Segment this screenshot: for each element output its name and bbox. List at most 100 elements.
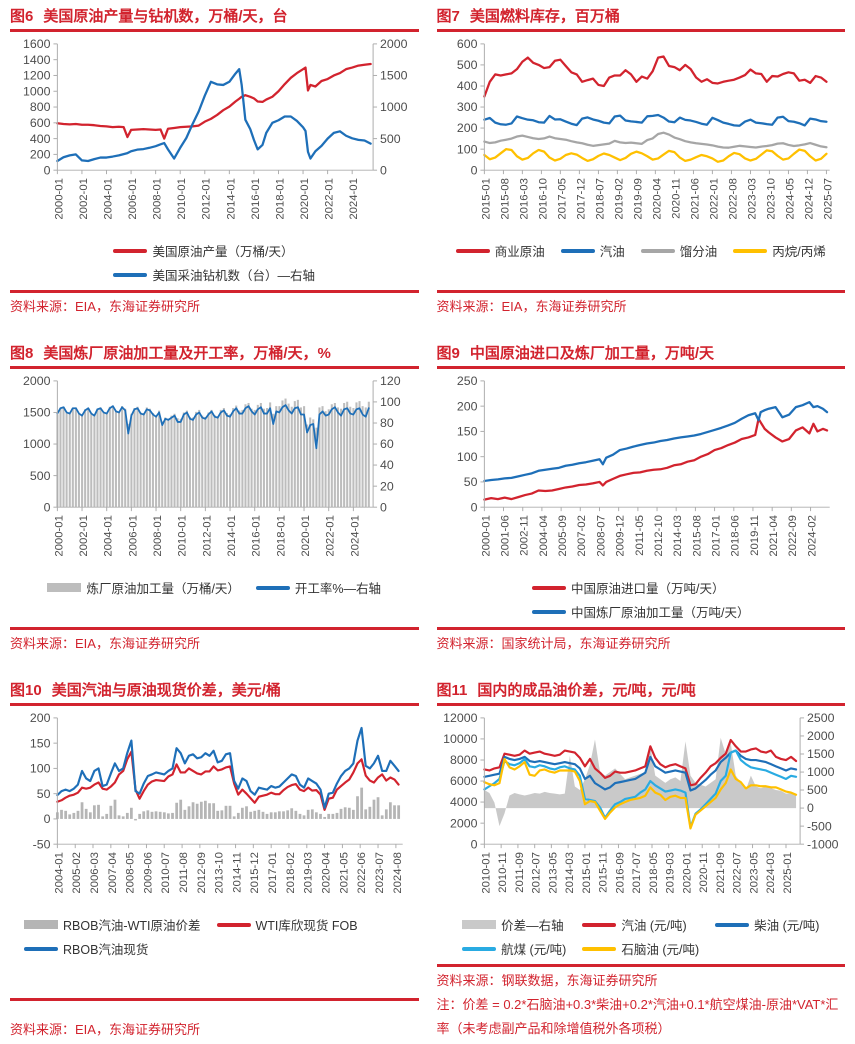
svg-text:2006-01: 2006-01: [127, 178, 139, 220]
svg-text:2017-05: 2017-05: [556, 178, 568, 220]
svg-text:2002-01: 2002-01: [78, 178, 90, 220]
chart-area: 0 50 100 150 200 250 2000-01 2001-06 2002-11 2004…: [437, 373, 846, 576]
svg-text:2006-03: 2006-03: [89, 852, 101, 894]
svg-text:2015-08: 2015-08: [499, 178, 511, 220]
svg-text:2008-05: 2008-05: [125, 852, 137, 894]
svg-text:1000: 1000: [807, 765, 835, 779]
figure-title: 图8 美国炼厂原油加工量及开工率，万桶/天，%: [10, 343, 419, 366]
svg-text:2022-08: 2022-08: [727, 178, 739, 220]
legend-line-swatch-icon: [532, 585, 566, 590]
svg-text:2024-03: 2024-03: [765, 852, 777, 894]
source-rule: [10, 627, 419, 631]
legend-line-swatch-icon: [113, 248, 148, 253]
legend: 炼厂原油加工量（万桶/天） 开工率%—右轴: [10, 576, 419, 603]
svg-text:2001-06: 2001-06: [499, 515, 511, 557]
svg-text:2022-01: 2022-01: [708, 178, 720, 220]
svg-text:150: 150: [456, 425, 477, 439]
figure-title-text: 美国燃料库存，百万桶: [469, 8, 620, 25]
legend-line-swatch-icon: [113, 272, 148, 277]
svg-text:0: 0: [470, 500, 477, 514]
source-rule: [10, 998, 419, 1002]
title-rule: [10, 703, 419, 707]
svg-text:2015-12: 2015-12: [249, 852, 261, 894]
legend-line-swatch-icon: [24, 946, 58, 951]
svg-text:2018-07: 2018-07: [594, 178, 606, 220]
svg-text:2019-03: 2019-03: [664, 852, 676, 894]
source-text: 资料来源：EIA，东海证券研究所: [10, 299, 200, 315]
svg-text:2007-04: 2007-04: [107, 852, 119, 894]
svg-text:1000: 1000: [23, 84, 51, 98]
figure-fig6: 图6 美国原油产量与钻机数，万桶/天，台 0 200 400 600 800 1000 12…: [10, 6, 419, 317]
svg-text:0: 0: [380, 500, 387, 514]
legend: 美国原油产量（万桶/天） 美国采油钻机数（台）—右轴: [10, 239, 419, 290]
svg-text:2010-11: 2010-11: [497, 852, 509, 893]
svg-text:400: 400: [456, 79, 477, 93]
svg-text:2000: 2000: [23, 374, 51, 388]
svg-text:2014-03: 2014-03: [672, 515, 684, 557]
svg-text:2005-09: 2005-09: [557, 515, 569, 557]
svg-text:0: 0: [470, 163, 477, 177]
legend-label: 石脑油 (元/吨): [621, 943, 700, 958]
svg-text:2010-07: 2010-07: [160, 852, 172, 894]
svg-text:8000: 8000: [450, 753, 478, 767]
svg-text:2023-05: 2023-05: [748, 852, 760, 894]
figure-tag: 图7: [436, 8, 460, 25]
legend-line-swatch-icon: [455, 248, 490, 253]
svg-text:0: 0: [44, 500, 51, 514]
svg-text:20: 20: [380, 479, 394, 493]
svg-text:200: 200: [30, 711, 51, 725]
legend-label: 中国原油进口量（万吨/天）: [571, 582, 725, 597]
legend-label: 价差—右轴: [501, 919, 564, 934]
svg-text:2016-10: 2016-10: [537, 178, 549, 220]
figure-tag: 图6: [10, 8, 34, 25]
svg-text:150: 150: [30, 736, 51, 750]
legend: 商业原油 汽油 馏分油 丙烷/丙烯: [437, 239, 846, 266]
svg-text:500: 500: [380, 132, 401, 146]
legend-item: WTI库欣现货 FOB: [216, 915, 358, 934]
svg-text:2018-02: 2018-02: [285, 852, 297, 894]
svg-text:2000-01: 2000-01: [53, 515, 65, 557]
svg-text:2019-02: 2019-02: [613, 178, 625, 220]
legend-line-swatch-icon: [216, 922, 251, 927]
legend-line-swatch-icon: [462, 946, 497, 951]
svg-text:1500: 1500: [380, 69, 408, 83]
svg-text:2013-10: 2013-10: [214, 852, 226, 894]
svg-text:2500: 2500: [807, 711, 835, 725]
svg-text:100: 100: [456, 450, 477, 464]
legend-item: 航煤 (元/吨): [462, 939, 566, 958]
svg-text:2008-01: 2008-01: [152, 515, 164, 557]
svg-text:2022-06: 2022-06: [356, 852, 368, 894]
legend: RBOB汽油-WTI原油价差 WTI库欣现货 FOB RBOB汽油现货: [10, 913, 419, 964]
figure-title: 图6 美国原油产量与钻机数，万桶/天，台: [10, 6, 419, 29]
svg-text:50: 50: [37, 787, 51, 801]
svg-text:2024-12: 2024-12: [803, 178, 815, 220]
svg-text:2024-02: 2024-02: [806, 515, 818, 557]
svg-text:2012-01: 2012-01: [201, 515, 213, 557]
svg-text:2021-06: 2021-06: [689, 178, 701, 220]
source-text: 资料来源：钢联数据，东海证券研究所: [436, 973, 658, 989]
svg-text:1000: 1000: [23, 437, 51, 451]
source-text: 资料来源：EIA，东海证券研究所: [10, 1022, 200, 1038]
svg-text:-50: -50: [33, 838, 51, 852]
svg-text:200: 200: [456, 399, 477, 413]
title-rule: [436, 703, 845, 707]
svg-text:2000-01: 2000-01: [53, 178, 65, 220]
svg-text:2015-01: 2015-01: [580, 852, 592, 894]
svg-text:2018-05: 2018-05: [647, 852, 659, 894]
svg-text:0: 0: [44, 163, 51, 177]
svg-text:2024-08: 2024-08: [392, 852, 404, 894]
source-rule: [10, 290, 419, 294]
source-rule: [436, 627, 845, 631]
legend-label: 丙烷/丙烯: [772, 245, 826, 260]
chart-area: -50 0 50 100 150 200 2004-01 2005-02 2006-03 2007…: [10, 710, 419, 913]
chart-fig6: 0200400600800100012001400160005001000150…: [23, 37, 408, 220]
svg-text:2021-09: 2021-09: [714, 852, 726, 894]
legend-label: 航煤 (元/吨): [501, 943, 567, 958]
legend: 价差—右轴 汽油 (元/吨) 柴油 (元/吨) 航煤 (元/吨) 石脑油 (元/吨): [437, 913, 846, 964]
svg-text:800: 800: [30, 100, 51, 114]
figure-title: 图9 中国原油进口及炼厂加工量，万吨/天: [437, 343, 846, 366]
figure-footer: 资料来源：EIA，东海证券研究所: [436, 290, 845, 317]
legend-item: 中国原油进口量（万吨/天）: [532, 578, 749, 597]
svg-text:500: 500: [807, 783, 828, 797]
